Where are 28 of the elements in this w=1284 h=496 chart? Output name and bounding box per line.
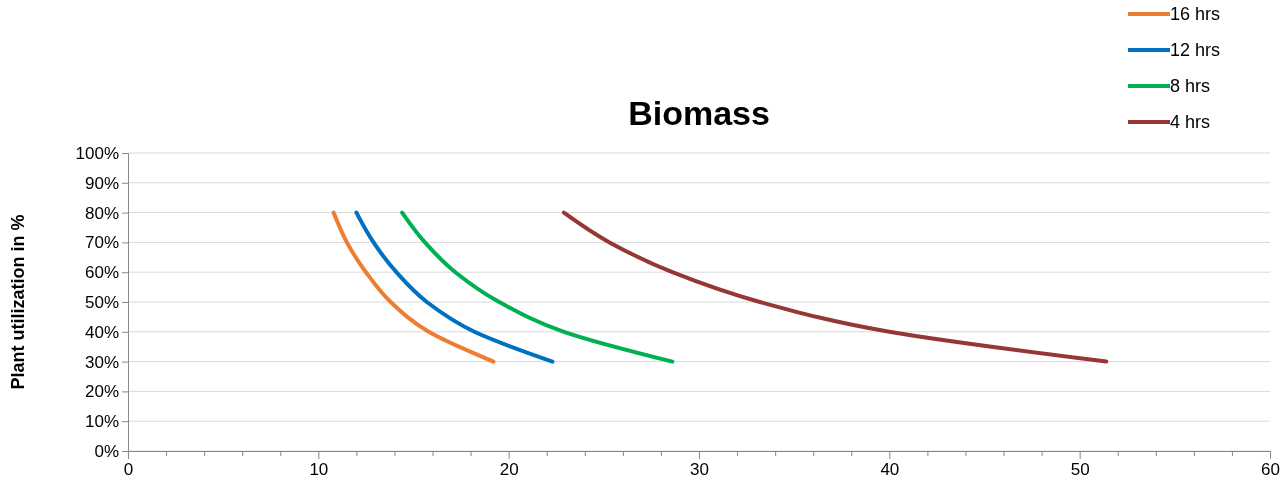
y-tick-label: 100% [75,143,119,163]
chart-title: Biomass [628,94,770,132]
line-series [331,210,496,364]
y-tick-label: 10% [84,412,119,432]
x-tick-label: 60 [1261,460,1280,480]
x-tick-label: 10 [309,460,329,480]
line-series [561,210,1109,364]
x-tick-label: 30 [690,460,709,480]
legend-label: 12 hrs [1170,40,1221,60]
y-tick-label: 40% [84,322,119,342]
legend-label: 8 hrs [1170,76,1211,96]
line-series [400,210,675,364]
x-tick-label: 50 [1070,460,1090,480]
y-tick-label: 80% [84,203,119,223]
y-tick-label: 50% [84,292,119,312]
y-tick-label: 0% [94,441,119,461]
y-tick-label: 90% [84,173,119,193]
line-series [354,210,555,364]
legend-label: 4 hrs [1170,112,1211,132]
y-axis-title: Plant utilization in % [8,214,28,390]
legend-label: 16 hrs [1170,4,1221,24]
y-tick-label: 60% [84,263,119,283]
x-tick-label: 0 [123,460,134,480]
y-tick-label: 20% [84,382,119,402]
y-tick-label: 70% [84,233,119,253]
y-tick-label: 30% [84,352,119,372]
x-tick-label: 40 [880,460,900,480]
x-tick-label: 20 [499,460,519,480]
